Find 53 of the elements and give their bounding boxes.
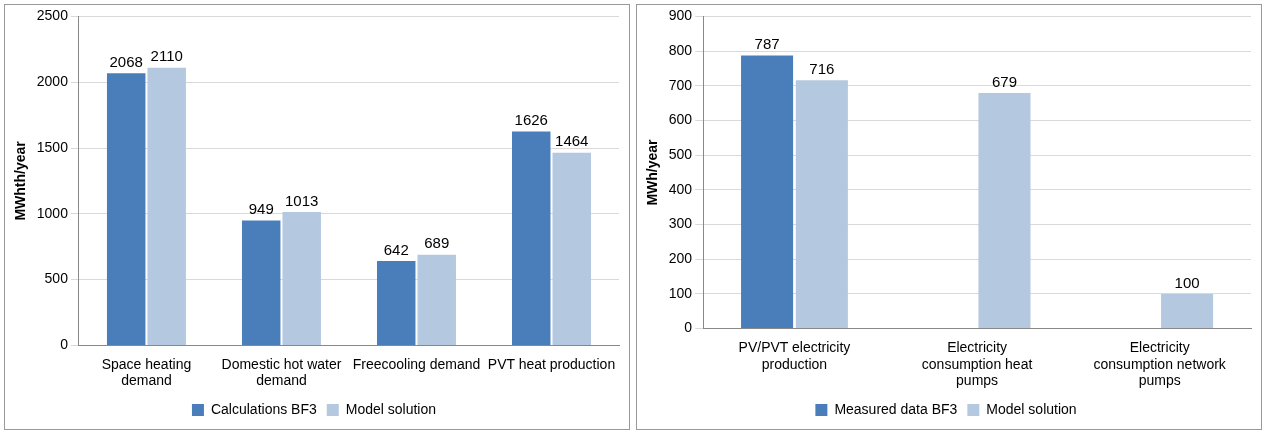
data-label: 1626 [514,111,548,129]
x-tick-label: PVT heat production [487,355,616,372]
y-tick-label: 400 [668,180,693,197]
x-tick-label: Electricity consumption network pumps [1093,338,1227,389]
x-tick-label: Space heating demand [101,355,192,389]
y-tick-label: 800 [668,41,693,58]
bar [795,80,848,329]
legend-label: Measured data BF3 [834,400,958,417]
data-label: 1464 [555,132,589,150]
bar [417,254,456,345]
data-label: 679 [991,72,1017,90]
y-tick-label: 1000 [36,204,69,221]
bar [512,131,551,345]
bar [1161,293,1214,329]
y-tick-label: 200 [668,250,693,267]
bar [241,220,281,345]
legend-label: Model solution [345,400,437,417]
y-tick-label: 700 [668,76,693,93]
y-tick-label: 2000 [36,73,69,90]
x-tick-label: Freecooling demand [352,355,481,372]
bar [741,55,794,329]
data-label: 787 [754,35,780,53]
data-label: 716 [809,59,835,77]
y-tick-label: 300 [668,215,693,232]
legend-label: Model solution [986,400,1077,417]
y-tick-label: 0 [60,336,69,353]
data-label: 100 [1174,273,1200,291]
data-label: 2110 [150,47,183,65]
y-tick-label: 1500 [36,138,69,155]
y-tick-label: 600 [668,111,693,128]
y-axis-title: MWhth/year [12,140,29,221]
x-tick-label: Electricity consumption heat pumps [921,338,1033,389]
bar [282,212,321,345]
y-tick-label: 900 [668,7,693,24]
data-label: 1013 [285,191,319,209]
bar [147,67,186,345]
y-axis-title: MWh/year [644,138,661,206]
data-label: 642 [383,240,409,258]
y-tick-label: 500 [668,146,693,163]
data-label: 689 [424,234,450,252]
legend-label: Calculations BF3 [210,400,317,417]
y-tick-label: 2500 [36,7,69,24]
bar [552,152,591,345]
y-tick-label: 500 [44,270,69,287]
x-tick-label: PV/PVT electricity production [738,338,851,372]
y-tick-label: 0 [684,319,693,336]
bar [978,93,1031,329]
bar [106,73,146,345]
y-tick-label: 100 [668,284,693,301]
bar [376,260,416,345]
data-label: 2068 [109,52,143,70]
x-tick-label: Domestic hot water demand [221,355,342,389]
data-label: 949 [248,200,274,218]
